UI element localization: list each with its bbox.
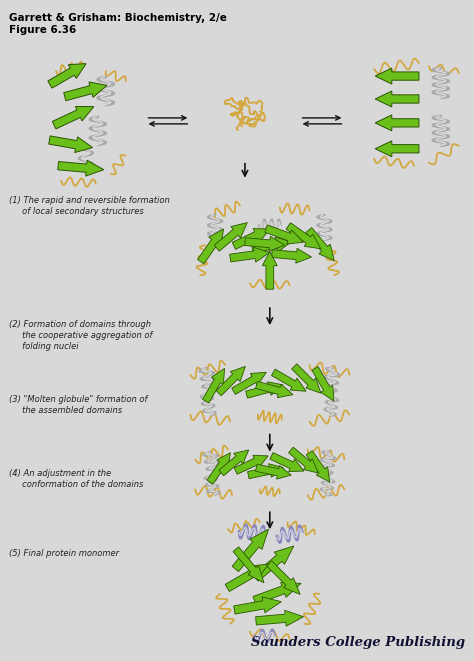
- Polygon shape: [292, 364, 321, 393]
- Polygon shape: [207, 453, 230, 485]
- Polygon shape: [230, 247, 270, 262]
- Polygon shape: [64, 82, 107, 100]
- Polygon shape: [255, 610, 303, 626]
- Polygon shape: [272, 249, 311, 263]
- Polygon shape: [306, 451, 330, 482]
- Text: (3) "Molten globule" formation of: (3) "Molten globule" formation of: [9, 395, 148, 404]
- Text: Saunders College Publishing: Saunders College Publishing: [251, 636, 465, 648]
- Polygon shape: [270, 453, 304, 471]
- Polygon shape: [49, 136, 92, 153]
- Polygon shape: [219, 450, 249, 476]
- Polygon shape: [375, 91, 419, 107]
- Polygon shape: [232, 229, 270, 249]
- Polygon shape: [247, 464, 283, 479]
- Text: of local secondary structures: of local secondary structures: [9, 206, 144, 215]
- Polygon shape: [264, 225, 303, 244]
- Polygon shape: [58, 160, 104, 176]
- Polygon shape: [246, 382, 283, 398]
- Polygon shape: [232, 529, 269, 572]
- Polygon shape: [267, 561, 300, 594]
- Polygon shape: [289, 447, 319, 473]
- Polygon shape: [312, 367, 334, 401]
- Polygon shape: [53, 106, 94, 129]
- Text: the cooperative aggregation of: the cooperative aggregation of: [9, 331, 153, 340]
- Polygon shape: [233, 547, 264, 583]
- Polygon shape: [225, 564, 269, 592]
- Text: the assembled domains: the assembled domains: [9, 406, 122, 414]
- Polygon shape: [262, 251, 277, 289]
- Polygon shape: [234, 455, 268, 475]
- Text: conformation of the domains: conformation of the domains: [9, 481, 144, 489]
- Polygon shape: [198, 229, 224, 264]
- Polygon shape: [375, 115, 419, 131]
- Polygon shape: [272, 369, 306, 391]
- Polygon shape: [234, 597, 282, 614]
- Text: folding nuclei: folding nuclei: [9, 342, 79, 351]
- Polygon shape: [252, 237, 292, 253]
- Text: (4) An adjustment in the: (4) An adjustment in the: [9, 469, 111, 479]
- Polygon shape: [306, 227, 334, 260]
- Text: (5) Final protein monomer: (5) Final protein monomer: [9, 549, 119, 558]
- Polygon shape: [48, 63, 86, 88]
- Text: (1) The rapid and reversible formation: (1) The rapid and reversible formation: [9, 196, 170, 204]
- Text: Figure 6.36: Figure 6.36: [9, 25, 77, 35]
- Polygon shape: [375, 68, 419, 84]
- Polygon shape: [255, 464, 292, 479]
- Polygon shape: [202, 368, 225, 403]
- Polygon shape: [216, 366, 246, 396]
- Polygon shape: [232, 372, 266, 395]
- Polygon shape: [214, 223, 247, 251]
- Polygon shape: [255, 381, 293, 398]
- Polygon shape: [253, 582, 301, 604]
- Polygon shape: [245, 237, 285, 251]
- Text: (2) Formation of domains through: (2) Formation of domains through: [9, 320, 151, 329]
- Polygon shape: [253, 546, 294, 581]
- Polygon shape: [375, 141, 419, 157]
- Polygon shape: [286, 223, 321, 249]
- Text: Garrett & Grisham: Biochemistry, 2/e: Garrett & Grisham: Biochemistry, 2/e: [9, 13, 227, 23]
